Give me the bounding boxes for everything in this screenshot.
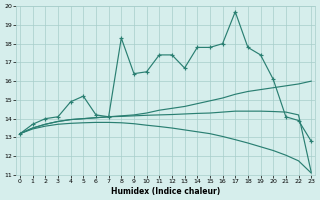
X-axis label: Humidex (Indice chaleur): Humidex (Indice chaleur): [111, 187, 220, 196]
